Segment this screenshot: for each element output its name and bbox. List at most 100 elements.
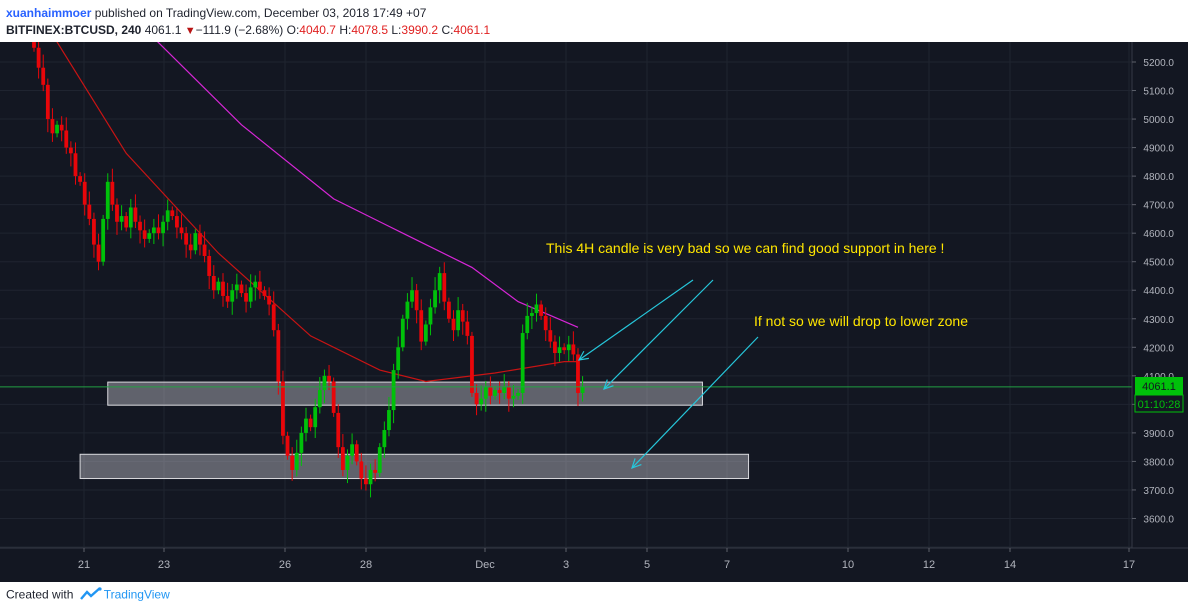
candle-body	[32, 42, 36, 48]
candle-body	[479, 398, 484, 405]
candle-body	[124, 216, 129, 228]
candle-body	[313, 407, 318, 428]
candle-body	[179, 227, 184, 234]
footer: Created with TradingView	[6, 587, 170, 604]
candle-note-annotation: This 4H candle is very bad so we can fin…	[546, 240, 944, 256]
candle-body	[410, 290, 414, 302]
candle-body	[290, 455, 295, 470]
candle-body	[239, 284, 244, 294]
last-price: 4061.1	[144, 23, 182, 37]
symbol-label: BITFINEX:BTCUSD, 240	[6, 23, 142, 37]
candle-body	[151, 227, 156, 234]
candle-body	[317, 390, 322, 408]
time-tick-label: 3	[563, 559, 569, 571]
candles	[32, 42, 585, 498]
price-tick-label: 4600.0	[1143, 229, 1174, 240]
grid-lines	[0, 42, 1132, 548]
price-tick-label: 3900.0	[1143, 429, 1174, 440]
price-tick-label: 4700.0	[1143, 201, 1174, 212]
candle-body	[511, 395, 516, 399]
candle-body	[447, 301, 451, 319]
countdown-badge-text: 01:10:28	[1138, 399, 1181, 411]
candle-body	[188, 244, 193, 251]
candle-body	[502, 387, 507, 393]
price-axis[interactable]	[1132, 42, 1188, 548]
candle-body	[354, 444, 359, 462]
time-tick-label: 17	[1123, 559, 1135, 571]
candle-body	[36, 47, 41, 68]
time-axis[interactable]	[0, 548, 1188, 582]
candle-body	[92, 218, 96, 245]
candle-body	[308, 418, 313, 428]
candle-body	[73, 153, 78, 177]
candle-body	[248, 287, 253, 302]
candle-body	[359, 461, 364, 479]
price-tick-label: 4500.0	[1143, 258, 1174, 269]
candle-body	[437, 273, 442, 291]
time-axis-ticks: 21 23 26 28 Dec 3 5 7 10 12 14 17	[78, 548, 1135, 571]
price-tick-label: 3800.0	[1143, 457, 1174, 468]
chart-background	[0, 42, 1188, 582]
price-tick-label: 4400.0	[1143, 286, 1174, 297]
candle-body	[460, 310, 465, 322]
arrow-line	[603, 279, 714, 390]
price-tick-label: 5200.0	[1143, 58, 1174, 69]
price-tick-label: 4800.0	[1143, 172, 1174, 183]
candle-body	[331, 381, 336, 413]
last-price-badge	[1135, 377, 1183, 395]
candle-body	[193, 233, 198, 251]
price-tick-label: 3600.0	[1143, 514, 1174, 525]
tradingview-brand[interactable]: TradingView	[103, 587, 170, 602]
candle-body	[198, 233, 202, 245]
candle-body	[87, 204, 92, 219]
candle-body	[50, 119, 55, 134]
candle-body	[294, 452, 299, 470]
candle-body	[55, 124, 59, 134]
time-tick-label: 10	[842, 559, 854, 571]
ma-slow-line	[157, 42, 579, 328]
candle-body	[216, 281, 221, 291]
candle-body	[115, 204, 119, 222]
candle-body	[433, 290, 437, 308]
open-value: 4040.7	[299, 23, 336, 37]
last-price-badge-text: 4061.1	[1142, 381, 1176, 393]
candle-body	[396, 347, 401, 371]
candle-body	[488, 387, 493, 396]
arrow-line	[578, 279, 694, 361]
candle-body	[156, 227, 161, 234]
candle-body	[253, 281, 258, 288]
candle-body	[442, 273, 447, 302]
candle-body	[520, 333, 525, 393]
candle-body	[82, 181, 87, 205]
candle-body	[45, 84, 50, 120]
candle-body	[553, 341, 557, 353]
low-label: L:	[391, 23, 402, 37]
candle-body	[133, 207, 138, 222]
author-name[interactable]: xuanhaimmoer	[6, 6, 92, 20]
candle-body	[128, 207, 133, 228]
candle-body	[175, 216, 179, 228]
candle-body	[525, 315, 530, 334]
symbol-info: BITFINEX:BTCUSD, 240 4061.1 ▼−111.9 (−2.…	[6, 23, 490, 37]
candle-body	[110, 181, 115, 205]
candle-body	[234, 284, 239, 291]
candle-body	[225, 295, 230, 302]
price-tick-label: 5100.0	[1143, 87, 1174, 98]
ma-fast-line	[56, 42, 578, 383]
high-label: H:	[339, 23, 352, 37]
publish-info: xuanhaimmoer published on TradingView.co…	[6, 6, 426, 20]
candle-body	[562, 347, 567, 351]
candle-body	[543, 315, 548, 331]
arrow-head-icon	[631, 458, 642, 469]
price-chart[interactable]: This 4H candle is very bad so we can fin…	[0, 42, 1188, 582]
candle-body	[493, 390, 497, 396]
price-tick-label: 3700.0	[1143, 486, 1174, 497]
low-value: 3990.2	[401, 23, 439, 37]
candle-body	[539, 304, 543, 316]
candle-body	[96, 244, 101, 262]
candle-body	[119, 216, 124, 222]
candle-body	[267, 295, 272, 305]
candle-body	[257, 281, 262, 291]
candle-body	[276, 330, 281, 382]
candle-body	[299, 432, 304, 453]
